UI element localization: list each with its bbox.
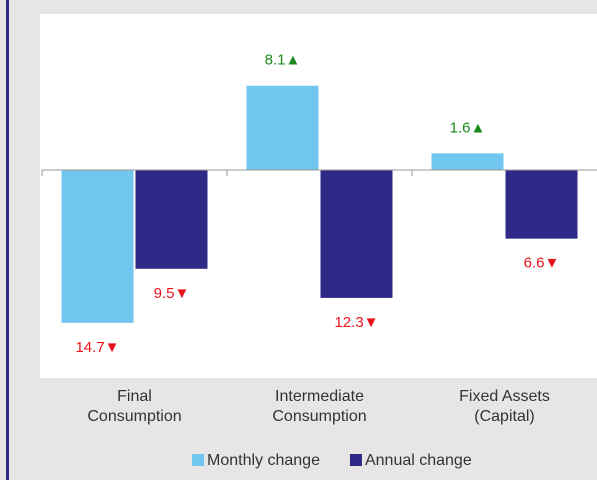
value-label: 14.7▼ [75, 339, 119, 356]
x-tick-label: Final Consumption [87, 388, 181, 425]
legend-label: Annual change [365, 452, 472, 469]
value-label: 8.1▲ [265, 52, 301, 69]
legend: Monthly change Annual change [192, 452, 472, 469]
legend-swatch [192, 454, 204, 466]
left-border [6, 0, 9, 480]
bar [505, 170, 578, 239]
bar [431, 153, 504, 170]
bar [246, 85, 319, 170]
bar [61, 170, 134, 323]
value-label: 12.3▼ [334, 314, 378, 331]
legend-swatch [349, 454, 362, 466]
value-label: 1.6▲ [450, 119, 486, 136]
value-label: 9.5▼ [154, 285, 190, 302]
value-label: 6.6▼ [524, 255, 560, 272]
legend-label: Monthly change [207, 452, 320, 469]
bar [320, 170, 393, 298]
bar [135, 170, 208, 269]
x-tick-label: Fixed Assets (Capital) [459, 388, 550, 425]
x-tick-label: Intermediate Consumption [272, 388, 366, 425]
